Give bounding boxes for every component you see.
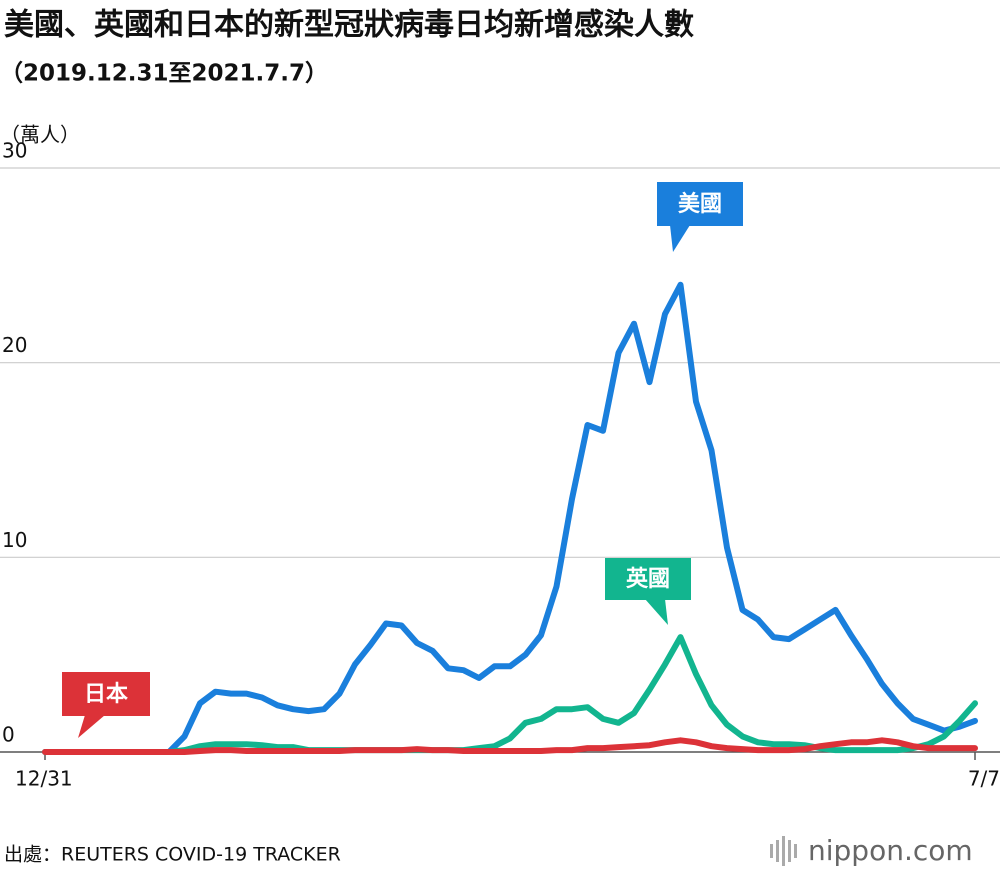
callout-box: [62, 672, 150, 716]
chart-title: 美國、英國和日本的新型冠狀病毒日均新增感染人數: [4, 8, 694, 43]
callout: 美國: [657, 182, 743, 252]
legend-label: 日本: [84, 682, 128, 707]
callout: 日本: [62, 672, 150, 738]
y-tick-label: 10: [2, 528, 27, 552]
callout-pointer: [78, 715, 105, 738]
legend-label: 美國: [678, 191, 722, 217]
callout-box: [657, 182, 743, 226]
series-line: [42, 737, 978, 755]
brand-icon: [770, 836, 797, 866]
callout-box: [605, 558, 691, 600]
callout-pointer: [670, 225, 690, 252]
y-tick-label: 20: [2, 333, 27, 357]
source: 出處：REUTERS COVID-19 TRACKER: [4, 844, 341, 866]
brand: nippon.com: [808, 834, 973, 867]
legend-label: 英國: [626, 567, 670, 592]
callout-pointer: [645, 599, 668, 625]
chart-subtitle: （2019.12.31至2021.7.7）: [0, 60, 328, 87]
y-tick-label: 30: [2, 139, 27, 163]
y-tick-label: 0: [2, 723, 15, 747]
series-line: [42, 281, 978, 755]
x-tick-label: 12/31: [15, 767, 73, 791]
callout: 英國: [605, 558, 691, 625]
x-tick-label: 7/7: [968, 767, 1000, 791]
y-axis-label: （萬人）: [0, 123, 80, 147]
